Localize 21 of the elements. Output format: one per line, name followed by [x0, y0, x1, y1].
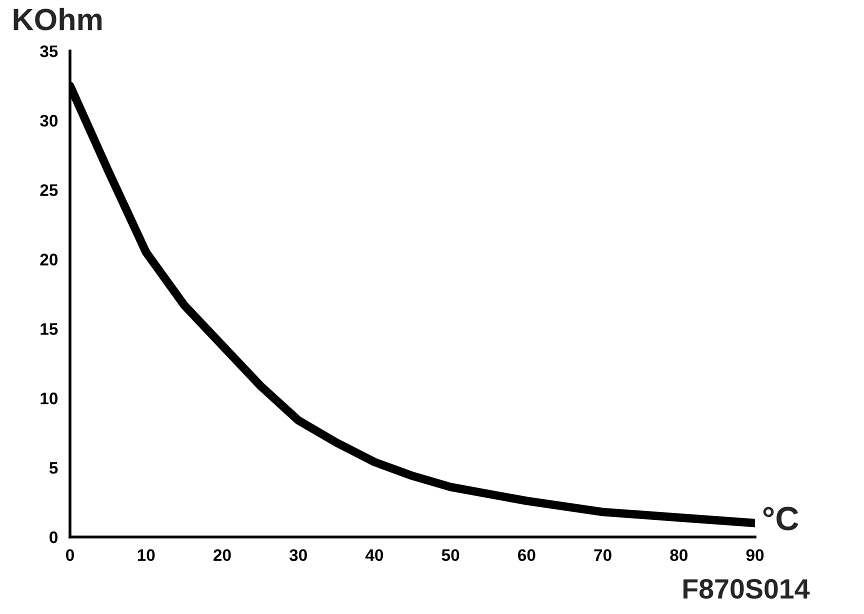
- text: F870S014: [683, 579, 810, 599]
- x-tick-label: 40: [365, 549, 384, 562]
- y-axis-title: KOhm: [14, 8, 102, 30]
- x-axis-title: °C: [763, 506, 798, 530]
- x-tick-label: 60: [518, 549, 536, 562]
- y-tick-label: 15: [40, 323, 58, 335]
- x-tick-label: 0: [66, 549, 74, 562]
- y-tick-label: 25: [40, 184, 58, 196]
- y-tick-label: 10: [40, 392, 58, 404]
- x-tick-label: 90: [746, 549, 764, 562]
- x-tick-label: 30: [289, 549, 307, 562]
- x-tick-label: 20: [214, 549, 231, 562]
- x-tick-label: 10: [138, 549, 155, 562]
- y-tick-label: 0: [50, 531, 58, 544]
- y-tick-label: 30: [40, 114, 58, 127]
- y-tick-label: 5: [49, 462, 58, 474]
- y-tick-label: 20: [40, 254, 58, 266]
- y-tick-label: 35: [40, 45, 58, 58]
- x-tick-label: 70: [594, 549, 612, 562]
- x-tick-label: 80: [670, 549, 688, 562]
- x-tick-label: 50: [442, 549, 460, 562]
